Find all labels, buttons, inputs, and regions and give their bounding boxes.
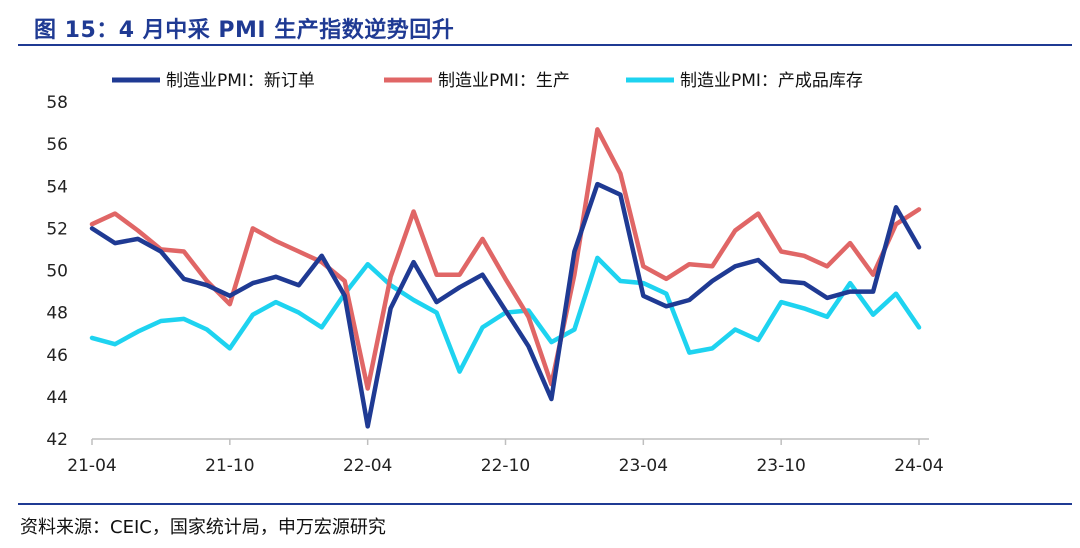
y-tick-label: 54 [46,177,68,197]
title-divider [18,44,1072,46]
y-tick-label: 44 [46,388,68,408]
y-tick-label: 58 [46,93,68,113]
x-tick-label: 23-10 [756,456,805,476]
x-axis: 21-04 21-10 22-04 22-10 23-04 23-10 24-04 [67,438,944,476]
x-tick-label: 21-10 [205,456,254,476]
legend-label: 制造业PMI：新订单 [166,71,315,91]
x-tick-label: 22-04 [343,456,392,476]
chart-title: 图 15：4 月中采 PMI 生产指数逆势回升 [34,18,455,43]
y-tick-label: 56 [46,135,68,155]
y-tick-label: 46 [46,346,68,366]
series-line [89,181,922,429]
source-note: 资料来源：CEIC，国家统计局，申万宏源研究 [20,517,386,538]
x-tick-label: 23-04 [619,456,668,476]
series-line [89,127,922,391]
y-tick-label: 48 [46,304,68,324]
y-axis: 42 44 46 48 50 52 54 56 58 [46,93,68,450]
series-layer [89,127,922,429]
x-tick-label: 24-04 [894,456,943,476]
legend-label: 制造业PMI：产成品库存 [680,71,863,91]
y-tick-label: 50 [46,262,68,282]
y-tick-label: 42 [46,430,68,450]
footer-divider [18,503,1072,505]
y-tick-label: 52 [46,219,68,239]
x-tick-label: 21-04 [67,456,116,476]
chart-legend: 制造业PMI：新订单 制造业PMI：生产 制造业PMI：产成品库存 [112,71,863,91]
legend-label: 制造业PMI：生产 [438,71,570,91]
x-tick-label: 22-10 [481,456,530,476]
line-chart: 制造业PMI：新订单 制造业PMI：生产 制造业PMI：产成品库存 42 44 46 48… [46,71,944,476]
